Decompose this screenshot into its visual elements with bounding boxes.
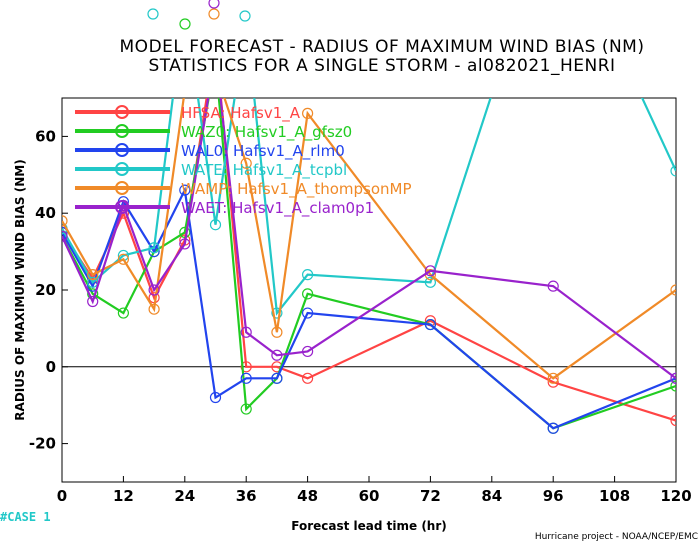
data-point — [670, 414, 676, 427]
series-line — [62, 186, 676, 430]
y-axis: -20 0 20 40 60 — [29, 127, 68, 453]
data-point — [148, 284, 160, 296]
data-point — [240, 372, 252, 384]
chart-subtitle: STATISTICS FOR A SINGLE STORM - al082021… — [148, 56, 615, 76]
data-point — [87, 295, 99, 308]
y-tick-label: 20 — [35, 281, 56, 299]
data-point — [240, 361, 252, 373]
offscale-marker — [208, 0, 220, 9]
legend-marker — [115, 200, 129, 214]
x-tick-label: 96 — [543, 487, 564, 505]
data-point — [271, 326, 283, 338]
data-point — [148, 303, 160, 315]
x-tick-label: 84 — [481, 487, 502, 505]
x-tick-label: 60 — [359, 487, 380, 505]
series-line — [62, 98, 676, 380]
series-group — [62, 0, 676, 434]
data-point — [209, 391, 222, 404]
legend-label: WATE: Hafsv1_A_tcpbl — [181, 161, 347, 180]
data-point — [302, 288, 314, 300]
data-point — [670, 165, 676, 177]
data-point — [302, 307, 314, 319]
legend-label: WAZ0: Hafsv1_A_gfsz0 — [181, 123, 352, 142]
series-line — [62, 98, 676, 380]
data-point — [240, 157, 252, 169]
x-tick-label: 120 — [660, 487, 691, 505]
legend-label: WAET: Hafsv1_A_clam0p1 — [181, 199, 374, 218]
data-point — [240, 326, 252, 338]
y-tick-label: 40 — [35, 204, 56, 222]
data-point — [302, 372, 314, 384]
y-axis-label: RADIUS OF MAXIMUM WIND BIAS (NM) — [13, 159, 27, 420]
data-point — [670, 380, 676, 392]
offscale-marker — [179, 18, 191, 30]
data-point — [179, 184, 191, 196]
data-point — [209, 219, 222, 231]
data-point — [62, 215, 68, 227]
data-point — [117, 253, 130, 265]
data-point — [180, 0, 190, 7]
data-point — [424, 265, 436, 277]
data-point — [547, 372, 559, 384]
chart-title: MODEL FORECAST - RADIUS OF MAXIMUM WIND … — [120, 37, 645, 57]
data-point — [424, 318, 436, 331]
x-tick-label: 24 — [174, 487, 195, 505]
data-point — [148, 242, 160, 254]
data-point — [271, 349, 283, 361]
x-tick-label: 12 — [113, 487, 134, 505]
data-point — [547, 422, 559, 434]
x-axis-label: Forecast lead time (hr) — [291, 519, 447, 533]
data-point — [87, 269, 99, 281]
data-point — [670, 372, 676, 384]
x-tick-label: 72 — [420, 487, 441, 505]
data-point — [302, 107, 314, 119]
offscale-marker — [208, 8, 220, 20]
data-point — [179, 238, 191, 250]
offscale-markers — [147, 0, 251, 30]
x-tick-label: 0 — [57, 487, 67, 505]
data-point — [62, 230, 68, 242]
data-point — [302, 345, 314, 358]
data-point — [271, 307, 283, 319]
data-point — [271, 372, 283, 384]
legend-marker — [115, 181, 129, 195]
legend-label: WAMP: Hafsv1_A_thompsonMP — [181, 180, 412, 199]
case-label: #CASE 1 — [0, 510, 51, 524]
data-point — [180, 85, 190, 95]
offscale-marker — [147, 8, 159, 20]
credit-label: Hurricane project - NOAA/NCEP/EMC — [535, 532, 698, 542]
x-tick-label: 108 — [599, 487, 630, 505]
y-tick-label: 60 — [35, 127, 56, 145]
y-tick-label: 0 — [46, 358, 56, 376]
x-axis: 0 12 24 36 48 60 72 84 96 108 120 — [57, 476, 692, 505]
legend-label: HFSA: Hafsv1_A — [181, 104, 301, 123]
x-tick-label: 48 — [297, 487, 318, 505]
series-line — [62, 98, 676, 422]
legend-marker — [115, 143, 129, 157]
data-point — [240, 403, 252, 415]
legend-marker — [115, 124, 129, 138]
legend-label: WAL0: Hafsv1_A_rlm0 — [181, 142, 345, 161]
x-tick-label: 36 — [236, 487, 257, 505]
legend-marker — [115, 105, 129, 119]
data-point — [670, 284, 676, 296]
legend-marker — [115, 162, 129, 176]
data-point — [62, 226, 68, 238]
data-point — [547, 280, 559, 292]
data-point — [117, 307, 130, 319]
data-point — [424, 276, 436, 288]
y-tick-label: -20 — [29, 435, 56, 453]
data-point — [302, 269, 314, 281]
offscale-marker — [239, 10, 251, 22]
